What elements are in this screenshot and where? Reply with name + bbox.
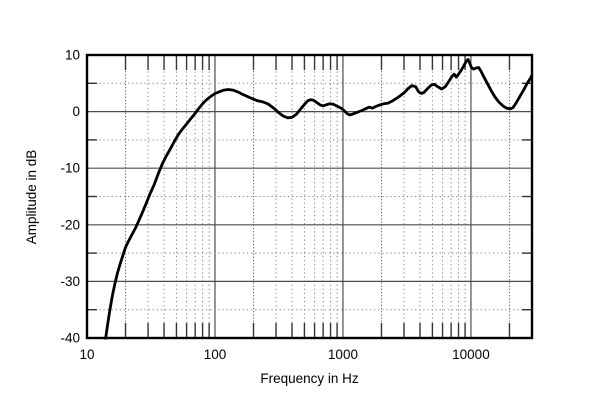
x-axis-title: Frequency in Hz [260,371,359,386]
x-tick-label: 100 [204,347,227,362]
y-tick-label: -30 [60,274,80,289]
y-tick-label: 0 [72,104,80,119]
y-tick-label: -20 [60,217,80,232]
frequency-response-curve [104,58,532,340]
y-axis-title: Amplitude in dB [24,149,39,245]
x-tick-label: 10 [79,347,94,362]
x-tick-label: 1000 [328,347,358,362]
plot-border [85,53,534,340]
x-tick-label: 10000 [452,347,490,362]
y-tick-label: -10 [60,161,80,176]
y-tick-label: 10 [65,48,80,63]
y-tick-label: -40 [60,331,80,346]
